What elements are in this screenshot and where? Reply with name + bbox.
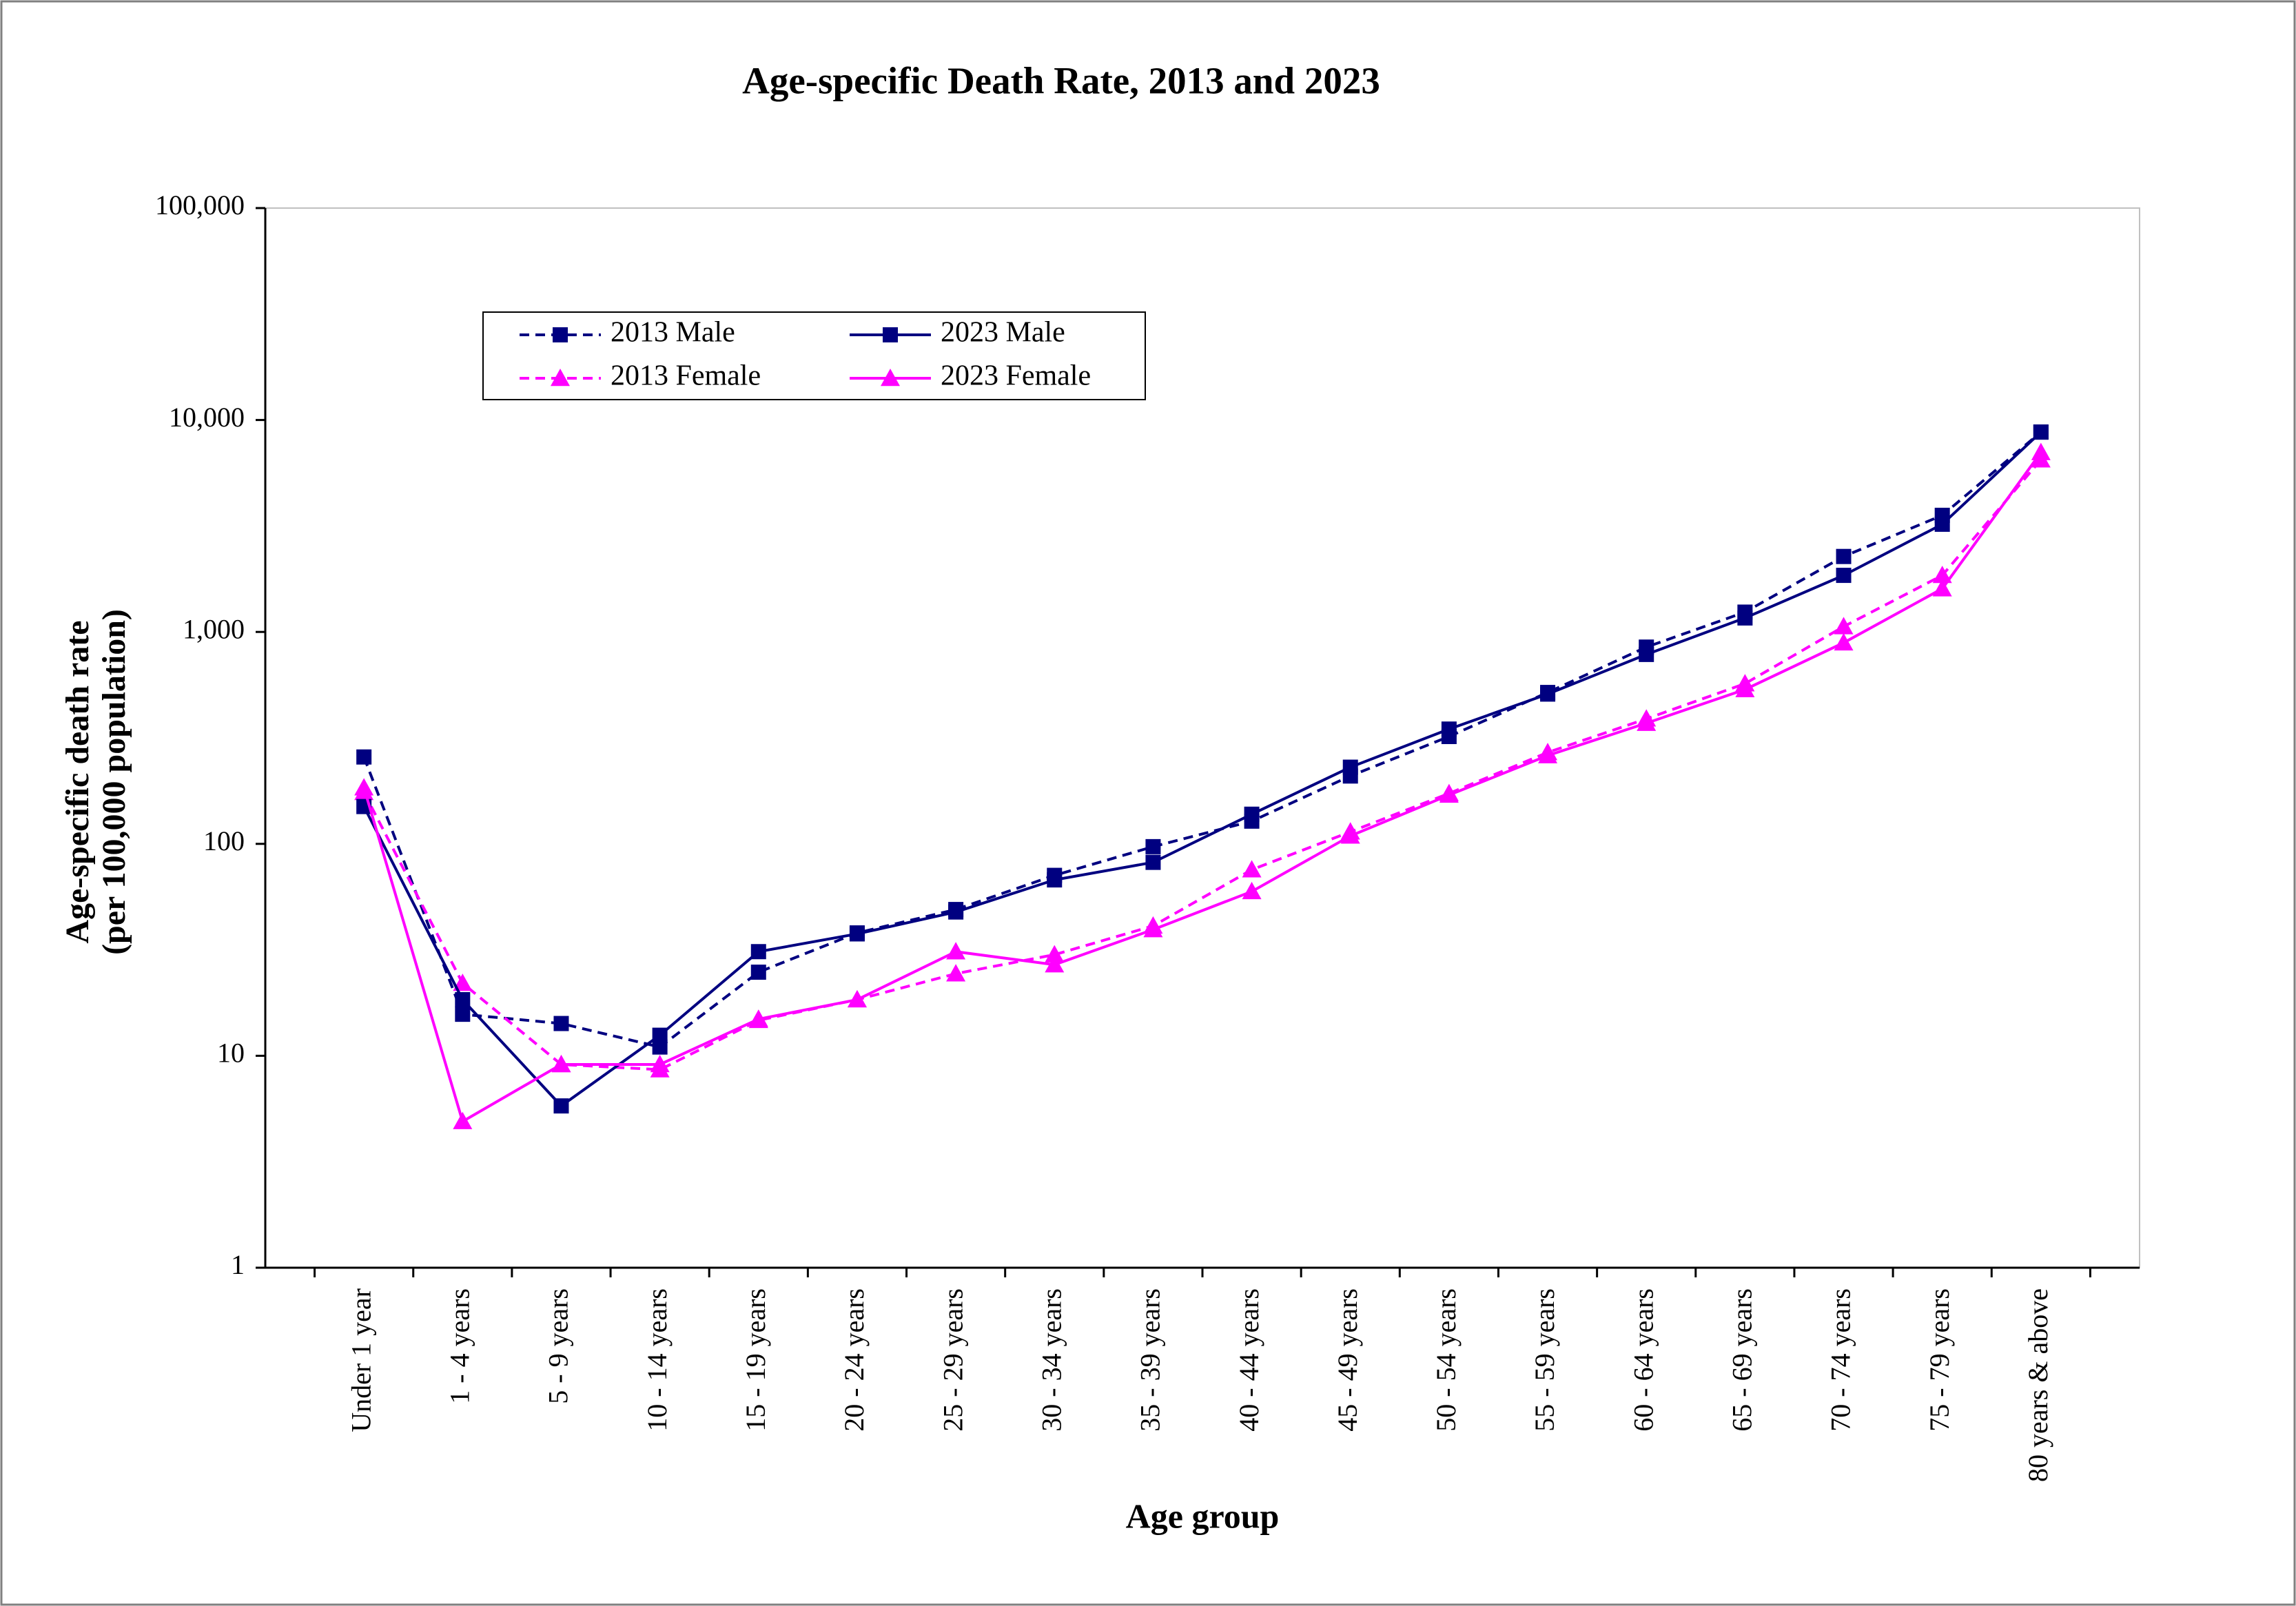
marker bbox=[1538, 745, 1558, 763]
marker bbox=[1439, 785, 1459, 803]
marker bbox=[1242, 860, 1262, 878]
marker bbox=[750, 965, 766, 980]
marker bbox=[881, 369, 900, 387]
marker bbox=[883, 327, 898, 342]
marker bbox=[551, 369, 570, 387]
x-tick-label: 80 years & above bbox=[2022, 1288, 2053, 1482]
legend-box bbox=[482, 311, 1146, 400]
x-tick-label: 35 - 39 years bbox=[1135, 1288, 1166, 1432]
y-tick-label: 1 bbox=[231, 1249, 245, 1280]
marker bbox=[748, 1009, 768, 1027]
marker bbox=[1932, 566, 1952, 584]
y-tick-label: 100 bbox=[203, 825, 245, 856]
x-tick-label: 65 - 69 years bbox=[1727, 1288, 1758, 1432]
y-tick-label: 10 bbox=[217, 1038, 245, 1069]
marker bbox=[1639, 646, 1654, 662]
x-axis-title: Age group bbox=[1126, 1496, 1280, 1535]
marker bbox=[551, 1054, 571, 1073]
x-tick-label: 75 - 79 years bbox=[1924, 1288, 1955, 1432]
marker bbox=[946, 942, 966, 960]
marker bbox=[1836, 568, 1852, 584]
x-tick-label: 10 - 14 years bbox=[642, 1288, 673, 1432]
marker bbox=[652, 1027, 668, 1043]
marker bbox=[1735, 679, 1755, 697]
marker bbox=[356, 749, 372, 765]
marker bbox=[1540, 686, 1556, 702]
marker bbox=[553, 1098, 569, 1114]
marker bbox=[1737, 610, 1753, 626]
marker bbox=[1340, 826, 1360, 844]
x-tick-label: 45 - 49 years bbox=[1332, 1288, 1363, 1432]
marker bbox=[1145, 854, 1161, 870]
legend-label: 2023 Male bbox=[941, 317, 1065, 349]
x-tick-label: 55 - 59 years bbox=[1529, 1288, 1560, 1432]
x-tick-label: 60 - 64 years bbox=[1628, 1288, 1659, 1432]
marker bbox=[1441, 721, 1457, 737]
marker bbox=[354, 778, 374, 796]
x-tick-label: 70 - 74 years bbox=[1825, 1288, 1856, 1432]
series-line bbox=[362, 431, 2042, 1108]
x-tick-label: Under 1 year bbox=[345, 1288, 376, 1432]
x-tick-label: 5 - 9 years bbox=[543, 1288, 574, 1404]
marker bbox=[1145, 838, 1161, 854]
chart-title: Age-specific Death Rate, 2013 and 2023 bbox=[742, 60, 1380, 102]
series-line bbox=[362, 459, 2042, 1071]
y-axis-title: Age-specific death rate bbox=[59, 620, 96, 943]
x-tick-label: 1 - 4 years bbox=[444, 1288, 475, 1404]
series-line bbox=[362, 431, 2042, 1049]
marker bbox=[847, 989, 867, 1008]
marker bbox=[1143, 920, 1163, 938]
marker bbox=[1047, 872, 1063, 888]
legend-label: 2013 Male bbox=[611, 317, 735, 349]
marker bbox=[1934, 516, 1950, 532]
marker bbox=[650, 1054, 670, 1073]
marker bbox=[1932, 579, 1952, 597]
marker bbox=[1045, 955, 1065, 973]
marker bbox=[1834, 617, 1854, 635]
marker bbox=[1834, 632, 1854, 651]
marker bbox=[2031, 442, 2051, 460]
marker bbox=[849, 926, 865, 942]
y-axis-title: (per 100,000 population) bbox=[96, 609, 132, 955]
x-tick-label: 40 - 44 years bbox=[1233, 1288, 1264, 1432]
marker bbox=[1242, 881, 1262, 900]
y-tick-label: 1,000 bbox=[183, 613, 245, 644]
x-tick-label: 25 - 29 years bbox=[937, 1288, 968, 1432]
marker bbox=[750, 944, 766, 960]
y-tick-label: 10,000 bbox=[169, 402, 245, 433]
x-tick-label: 50 - 54 years bbox=[1431, 1288, 1462, 1432]
x-tick-label: 30 - 34 years bbox=[1036, 1288, 1067, 1432]
legend-label: 2023 Female bbox=[941, 360, 1091, 392]
marker bbox=[1244, 806, 1260, 822]
marker bbox=[453, 1111, 473, 1129]
marker bbox=[453, 974, 473, 991]
marker bbox=[2033, 424, 2049, 440]
y-tick-label: 100,000 bbox=[155, 189, 245, 220]
marker bbox=[1836, 548, 1852, 564]
x-tick-label: 15 - 19 years bbox=[740, 1288, 771, 1432]
marker bbox=[1637, 713, 1657, 731]
series-line bbox=[362, 451, 2042, 1124]
x-tick-label: 20 - 24 years bbox=[839, 1288, 870, 1432]
legend-label: 2013 Female bbox=[611, 360, 761, 392]
marker bbox=[553, 1016, 569, 1031]
marker bbox=[948, 904, 964, 920]
marker bbox=[1045, 945, 1065, 962]
marker bbox=[946, 964, 966, 982]
marker bbox=[1342, 759, 1358, 775]
marker bbox=[553, 327, 568, 342]
marker bbox=[455, 991, 471, 1007]
marker bbox=[455, 1007, 471, 1022]
marker bbox=[652, 1039, 668, 1055]
